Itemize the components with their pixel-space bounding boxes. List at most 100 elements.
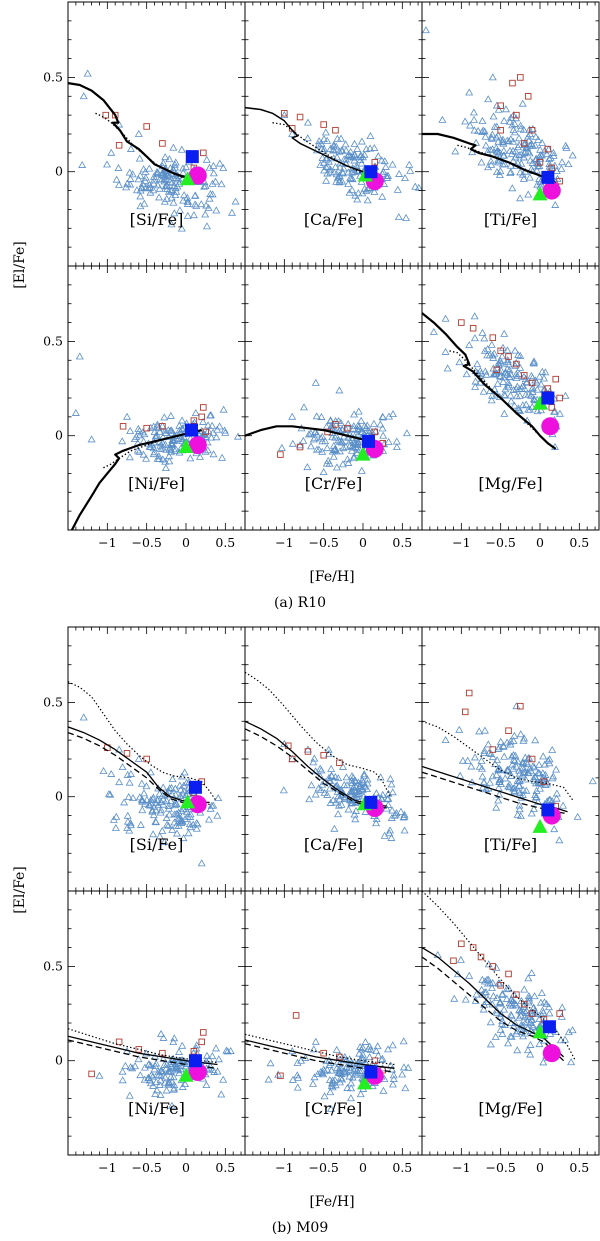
thin-disk-star-point: [179, 168, 188, 176]
thick-disk-star-point: [143, 123, 150, 130]
figure-a-ylabel: [El/Fe]: [12, 241, 28, 289]
thin-disk-star-point: [466, 121, 475, 129]
thin-disk-star-point: [162, 1064, 171, 1072]
thick-disk-star-point: [465, 689, 473, 697]
model-line-dashed: [422, 956, 565, 1062]
thin-disk-star-point: [355, 787, 364, 795]
thin-disk-star-point: [150, 448, 159, 456]
thin-disk-star-point: [531, 790, 540, 798]
thin-disk-star-point: [209, 428, 218, 436]
thin-disk-star-point: [219, 163, 228, 171]
model-line-solid: [422, 312, 557, 450]
thin-disk-star-point: [344, 150, 353, 158]
thin-disk-star-point: [126, 1063, 135, 1071]
thin-disk-star-point: [366, 132, 375, 140]
reference-square-marker: [541, 391, 555, 405]
thin-disk-star-point: [168, 775, 177, 783]
thin-disk-star-point: [401, 1084, 410, 1092]
thin-disk-star-point: [306, 442, 315, 450]
thin-disk-star-point: [480, 749, 489, 757]
thin-disk-star-point: [299, 436, 308, 444]
thin-disk-star-point: [222, 1046, 231, 1054]
thin-disk-star-point: [478, 772, 487, 780]
thin-disk-star-point: [372, 819, 381, 827]
thin-disk-star-point: [349, 424, 358, 432]
thin-disk-star-point: [374, 1051, 383, 1059]
thin-disk-star-point: [152, 1086, 161, 1094]
thin-disk-star-point: [204, 203, 213, 211]
thin-disk-star-point: [354, 407, 363, 415]
thin-disk-star-point: [506, 391, 515, 399]
thin-disk-star-point: [473, 360, 482, 368]
thin-disk-star-point: [561, 1035, 570, 1043]
thin-disk-star-point: [501, 391, 510, 399]
thin-disk-star-point: [494, 105, 503, 113]
thin-disk-star-point: [561, 391, 570, 399]
thin-disk-star-point: [161, 1073, 170, 1081]
thin-disk-star-point: [487, 340, 496, 348]
thin-disk-star-point: [385, 412, 394, 420]
thin-disk-star-point: [159, 783, 168, 791]
thin-disk-star-point: [522, 758, 531, 766]
thin-disk-star-point: [526, 1050, 535, 1058]
thin-disk-star-point: [512, 1027, 521, 1035]
thin-disk-star-point: [518, 401, 527, 409]
thin-disk-star-point: [504, 984, 513, 992]
thin-disk-star-point: [512, 762, 521, 770]
thin-disk-star-point: [510, 787, 519, 795]
thin-disk-star-point: [208, 179, 217, 187]
thin-disk-star-point: [161, 426, 170, 434]
thin-disk-star-point: [538, 773, 547, 781]
thin-disk-star-point: [144, 1060, 153, 1068]
thin-disk-star-point: [524, 132, 533, 140]
thin-disk-star-point: [178, 416, 187, 424]
thin-disk-star-point: [525, 994, 534, 1002]
thin-disk-star-point: [363, 779, 372, 787]
thin-disk-star-point: [327, 1066, 336, 1074]
thin-disk-star-point: [378, 192, 387, 200]
panel-element-label: [Ca/Fe]: [304, 210, 363, 229]
thin-disk-star-point: [338, 762, 347, 770]
thin-disk-star-point: [167, 1101, 176, 1109]
thin-disk-star-point: [173, 175, 182, 183]
thick-disk-star-point: [513, 991, 520, 998]
thin-disk-star-point: [184, 829, 193, 837]
thin-disk-star-point: [215, 159, 224, 167]
panel-plot-area: [245, 378, 411, 476]
thin-disk-star-point: [182, 807, 191, 815]
thin-disk-star-point: [529, 774, 538, 782]
thin-disk-star-point: [378, 412, 387, 420]
thin-disk-star-point: [120, 798, 129, 806]
thin-disk-star-point: [146, 188, 155, 196]
thin-disk-star-point: [167, 783, 176, 791]
thin-disk-star-point: [480, 746, 489, 754]
thin-disk-star-point: [134, 1055, 143, 1063]
thin-disk-star-point: [507, 1010, 516, 1018]
thin-disk-star-point: [357, 1045, 366, 1053]
thin-disk-star-point: [558, 158, 567, 166]
thin-disk-star-point: [177, 224, 186, 232]
thin-disk-star-point: [344, 180, 353, 188]
thin-disk-star-point: [349, 773, 358, 781]
thin-disk-star-point: [365, 1053, 374, 1061]
thin-disk-star-point: [320, 1092, 329, 1100]
thin-disk-star-point: [480, 346, 489, 354]
thin-disk-star-point: [372, 1047, 381, 1055]
thin-disk-star-point: [151, 806, 160, 814]
thin-disk-star-point: [393, 185, 402, 193]
thin-disk-star-point: [331, 798, 340, 806]
thin-disk-star-point: [528, 1021, 537, 1029]
thin-disk-star-point: [326, 417, 335, 425]
model-line-dotted: [245, 1033, 395, 1066]
thin-disk-star-point: [347, 174, 356, 182]
thin-disk-star-point: [180, 1058, 189, 1066]
thin-disk-star-point: [501, 105, 510, 113]
thin-disk-star-point: [509, 125, 518, 133]
thin-disk-star-point: [293, 1083, 302, 1091]
thin-disk-star-point: [455, 725, 464, 733]
panel-element-label: [Ni/Fe]: [128, 1099, 185, 1118]
thin-disk-star-point: [99, 767, 108, 775]
thin-disk-star-point: [491, 759, 500, 767]
panel-ticks: [244, 890, 422, 1156]
thin-disk-star-point: [523, 1024, 532, 1032]
